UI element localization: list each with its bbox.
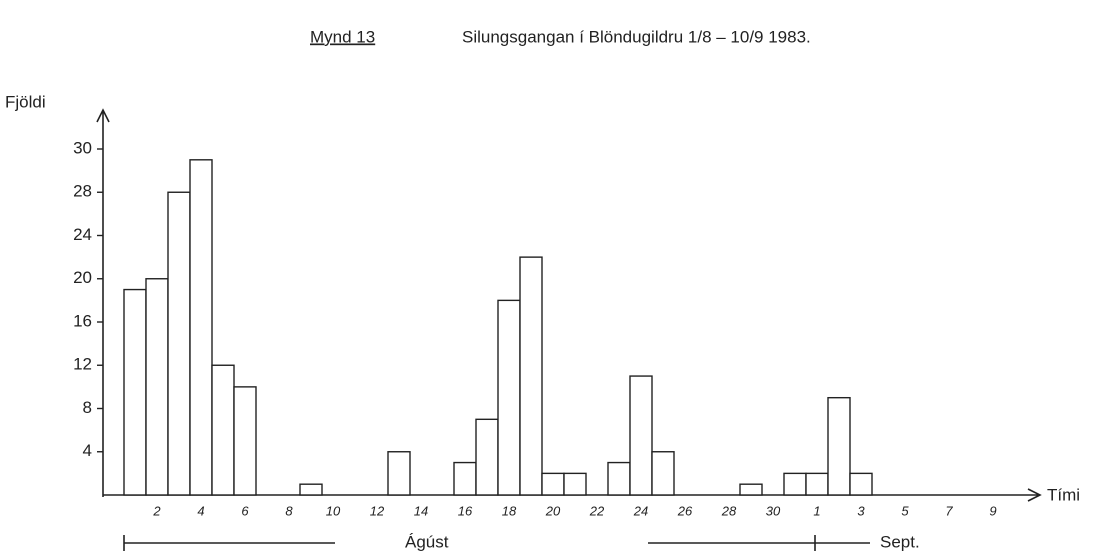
september-bracket — [648, 535, 870, 551]
x-tick-label: 20 — [545, 503, 561, 518]
bar — [167, 191, 191, 496]
bar — [475, 418, 499, 496]
x-tick-label: 1 — [813, 503, 820, 518]
x-tick-label: 22 — [589, 503, 605, 518]
bar — [541, 472, 565, 496]
y-tick-label: 30 — [73, 138, 92, 157]
x-tick-label: 5 — [901, 503, 909, 518]
bar — [299, 483, 323, 496]
bar — [563, 472, 587, 496]
y-axis-label: Fjöldi — [5, 92, 46, 111]
x-tick-label: 16 — [458, 503, 473, 518]
bar — [607, 461, 631, 496]
x-tick-label: 8 — [285, 503, 293, 518]
x-tick-label: 26 — [677, 503, 693, 518]
bar — [123, 288, 147, 496]
bar — [387, 451, 411, 496]
y-axis — [96, 108, 110, 497]
x-tick-label: 10 — [326, 503, 341, 518]
bar — [211, 364, 235, 496]
y-tick-label: 12 — [73, 355, 92, 374]
chart-title: Silungsgangan í Blöndugildru 1/8 – 10/9 … — [462, 27, 811, 46]
bar — [453, 461, 477, 496]
bar — [189, 159, 213, 496]
bar — [805, 472, 829, 496]
y-tick-label: 4 — [83, 441, 92, 460]
bar — [739, 483, 763, 496]
x-tick-label: 4 — [197, 503, 204, 518]
month-label: Ágúst — [405, 532, 449, 551]
x-tick-label: 12 — [370, 503, 385, 518]
x-tick-label: 3 — [857, 503, 865, 518]
x-tick-label: 14 — [414, 503, 428, 518]
bar — [233, 386, 257, 496]
x-tick-label: 28 — [721, 503, 737, 518]
y-tick-label: 28 — [73, 182, 92, 201]
figure-label: Mynd 13 — [310, 27, 375, 46]
bar — [629, 375, 653, 496]
bar — [519, 256, 543, 496]
bar — [783, 472, 807, 496]
y-tick-label: 20 — [73, 268, 92, 287]
august-bracket — [123, 535, 335, 551]
bar — [651, 451, 675, 496]
x-tick-label: 6 — [241, 503, 249, 518]
x-tick-label: 30 — [766, 503, 781, 518]
bar — [827, 396, 851, 496]
bar — [145, 278, 169, 496]
bar — [497, 299, 521, 496]
bar — [849, 472, 873, 496]
y-tick-label: 16 — [73, 311, 92, 330]
month-label: Sept. — [880, 532, 920, 551]
x-tick-label: 2 — [152, 503, 161, 518]
x-tick-label: 18 — [502, 503, 517, 518]
y-tick-label: 8 — [83, 398, 92, 417]
x-tick-label: 24 — [633, 503, 648, 518]
x-tick-label: 9 — [989, 503, 996, 518]
x-tick-label: 7 — [945, 503, 953, 518]
x-axis-label: Tími — [1047, 485, 1080, 504]
y-tick-label: 24 — [73, 225, 92, 244]
